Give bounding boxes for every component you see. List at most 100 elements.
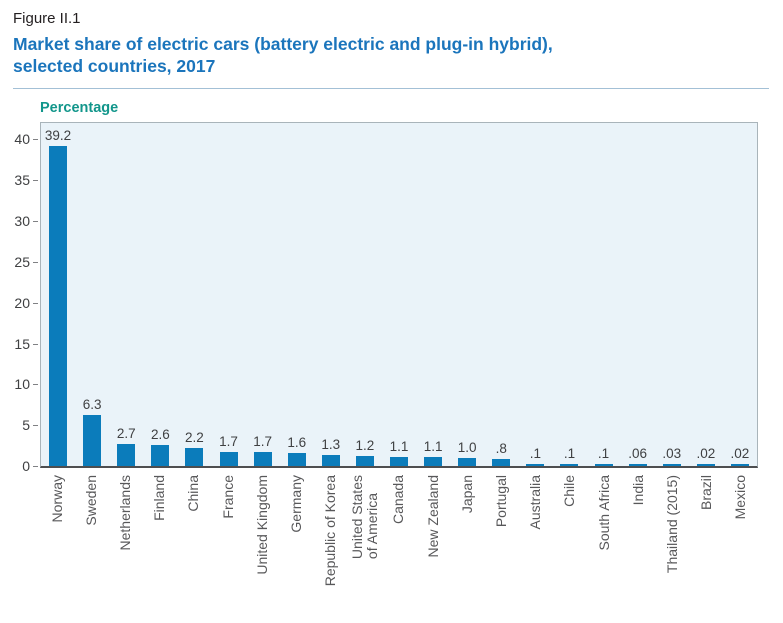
x-category-label: Finland	[151, 475, 168, 521]
x-category-label: Norway	[48, 475, 65, 523]
bar-value-label: .1	[597, 445, 610, 461]
bar-slot: .1	[552, 445, 586, 466]
bar-value-label: .1	[529, 445, 541, 461]
bar-slot: .02	[723, 445, 757, 466]
x-category-label: Mexico	[732, 475, 749, 520]
y-tick-label: 5	[22, 417, 30, 434]
y-tick-mark	[33, 425, 38, 427]
x-category-label: United States of America	[348, 475, 380, 560]
y-tick-mark	[33, 261, 38, 263]
bar-slot: .8	[484, 441, 518, 466]
x-label-slot: Brazil	[690, 475, 724, 602]
bar-value-label: .03	[662, 445, 682, 461]
bar-value-label: .8	[495, 441, 507, 457]
x-label-slot: Mexico	[724, 475, 758, 602]
bar-value-label: .1	[563, 445, 576, 461]
x-label-slot: Chile	[553, 475, 587, 602]
bar	[83, 414, 102, 466]
bar-value-label: 6.3	[82, 396, 102, 412]
bar-value-label: 1.1	[389, 439, 409, 455]
bar-slot: 6.3	[75, 397, 109, 466]
x-label-slot: India	[621, 475, 655, 602]
figure-title-line1: Market share of electric cars (battery e…	[13, 34, 553, 54]
x-category-label: Germany	[287, 475, 304, 533]
bar-slot: 1.3	[314, 437, 348, 466]
bar-value-label: 2.6	[150, 426, 170, 442]
bar-slot: 2.7	[109, 426, 143, 466]
x-category-label: Brazil	[698, 475, 715, 511]
bar-value-label: 1.3	[321, 437, 341, 453]
bar-slot: 1.0	[450, 440, 484, 466]
x-category-label: Sweden	[82, 475, 99, 526]
x-label-slot: United States of America	[348, 475, 382, 602]
bar	[253, 452, 272, 466]
bar	[492, 459, 511, 466]
bar-value-label: 2.7	[116, 425, 136, 441]
y-tick-mark	[33, 180, 38, 182]
x-label-slot: South Africa	[587, 475, 621, 602]
y-tick-label: 15	[14, 335, 30, 352]
bar	[389, 457, 408, 466]
bar	[662, 463, 681, 466]
bar-slot: 39.2	[41, 128, 75, 466]
bar	[730, 463, 749, 466]
x-label-slot: Republic of Korea	[314, 475, 348, 602]
y-tick-label: 40	[14, 131, 30, 148]
bar	[594, 463, 613, 466]
bar-value-label: 1.6	[287, 434, 307, 450]
y-axis-title: Percentage	[40, 100, 119, 116]
x-label-slot: United Kingdom	[245, 475, 279, 602]
bar	[117, 443, 136, 466]
bar-slot: .1	[587, 445, 621, 466]
x-category-label: Netherlands	[116, 475, 133, 551]
figure-header: Figure II.1 Market share of electric car…	[0, 0, 783, 77]
x-axis-labels: Norway Sweden Netherlands Finland China Franc…	[40, 475, 758, 602]
bars-container: 39.2 6.3 2.7 2.6 2.2 1.7 1.7 1.6 1.3 1.2 1.1 1.1 1.0…	[41, 123, 757, 466]
bar	[424, 457, 443, 466]
bar-value-label: .06	[628, 445, 648, 461]
bar-value-label: 1.1	[423, 439, 443, 455]
y-tick-label: 35	[14, 172, 30, 189]
x-category-label: New Zealand	[424, 475, 441, 558]
x-category-label: Australia	[527, 475, 544, 530]
plot-area: 39.2 6.3 2.7 2.6 2.2 1.7 1.7 1.6 1.3 1.2 1.1 1.1 1.0…	[40, 122, 758, 468]
bar-slot: .06	[621, 445, 655, 466]
bar	[321, 455, 340, 466]
bar-value-label: 1.7	[253, 434, 272, 450]
bar-value-label: 1.2	[355, 438, 375, 454]
y-tick-mark	[33, 221, 38, 222]
bar	[151, 444, 170, 466]
figure-title: Market share of electric cars (battery e…	[13, 33, 769, 77]
y-tick-label: 30	[14, 213, 30, 229]
bar	[526, 463, 545, 466]
x-label-slot: Portugal	[484, 475, 518, 602]
x-label-slot: China	[177, 475, 211, 602]
x-category-label: United Kingdom	[253, 475, 270, 575]
x-category-label: Thailand (2015)	[663, 475, 680, 574]
x-label-slot: Netherlands	[108, 475, 142, 602]
bar	[287, 452, 306, 466]
x-category-label: South Africa	[595, 475, 612, 551]
bar-value-label: .02	[730, 445, 750, 461]
x-category-label: Chile	[561, 475, 578, 507]
x-category-label: Portugal	[493, 475, 510, 528]
x-label-slot: Norway	[40, 475, 74, 602]
bar-slot: .02	[689, 446, 723, 466]
bar	[185, 448, 204, 466]
x-label-slot: Japan	[450, 475, 484, 602]
x-label-slot: Canada	[382, 475, 416, 602]
y-tick-label: 0	[22, 458, 30, 474]
y-tick-mark	[33, 384, 38, 386]
bar-value-label: 39.2	[44, 127, 72, 143]
bar	[458, 457, 477, 466]
bar	[219, 452, 238, 466]
x-label-slot: Thailand (2015)	[655, 475, 689, 602]
x-label-slot: New Zealand	[416, 475, 450, 602]
bar-slot: 2.6	[143, 427, 177, 466]
x-label-slot: France	[211, 475, 245, 602]
bar	[560, 463, 579, 466]
x-label-slot: Finland	[143, 475, 177, 602]
bar-slot: 1.1	[382, 439, 416, 466]
bar-slot: 1.7	[211, 434, 245, 466]
y-tick-mark	[33, 302, 38, 304]
